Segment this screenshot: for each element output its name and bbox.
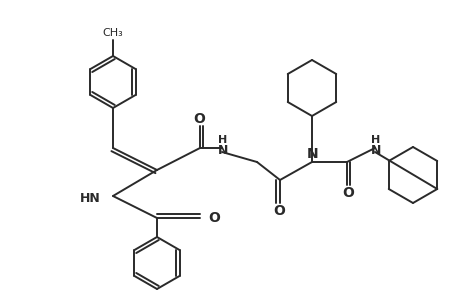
Text: O: O: [207, 211, 219, 225]
Text: H: H: [370, 135, 380, 145]
Text: O: O: [273, 204, 284, 218]
Text: O: O: [193, 112, 205, 126]
Text: N: N: [307, 147, 318, 161]
Text: HN: HN: [80, 193, 101, 206]
Text: N: N: [370, 143, 381, 157]
Text: H: H: [218, 135, 227, 145]
Text: N: N: [218, 143, 228, 157]
Text: CH₃: CH₃: [102, 28, 123, 38]
Text: O: O: [341, 186, 353, 200]
